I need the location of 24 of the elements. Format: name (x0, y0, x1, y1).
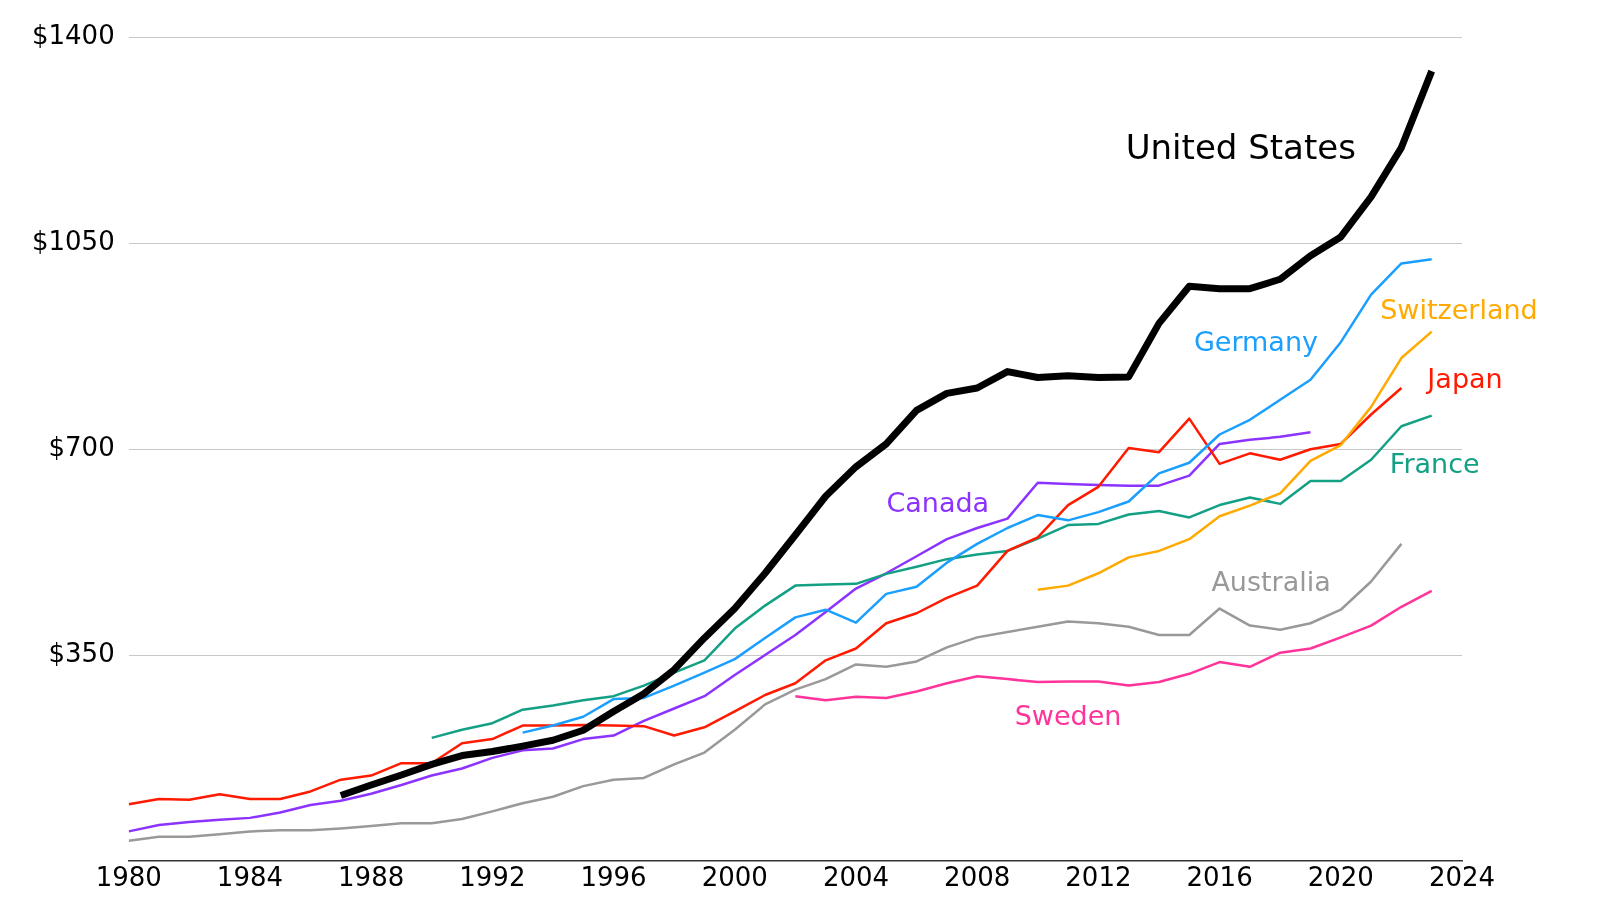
x-tick-label: 2024 (1428, 862, 1496, 893)
series-label: Germany (1193, 325, 1319, 357)
y-tick-label: $1050 (31, 226, 115, 257)
series-label: France (1389, 447, 1480, 479)
series-label: Australia (1211, 566, 1331, 598)
series-label: Switzerland (1380, 293, 1538, 325)
x-tick-label: 1996 (580, 862, 647, 893)
x-tick-label: 2016 (1186, 862, 1253, 893)
series-label: Sweden (1014, 699, 1122, 731)
x-tick-label: 1992 (459, 862, 526, 893)
x-tick-label: 2012 (1065, 862, 1132, 893)
x-tick-label: 1988 (338, 862, 405, 893)
x-tick-label: 1984 (216, 862, 283, 893)
y-tick-label: $700 (48, 431, 115, 462)
x-tick-label: 1980 (95, 862, 162, 893)
x-tick-label: 2000 (701, 862, 768, 893)
x-tick-label: 2004 (822, 862, 890, 893)
series-label: Canada (886, 487, 990, 519)
x-tick-label: 2020 (1307, 862, 1374, 893)
y-tick-label: $350 (48, 637, 115, 668)
y-tick-label: $1400 (31, 20, 115, 51)
series-label: United States (1125, 126, 1356, 167)
series-label: Japan (1425, 363, 1503, 395)
x-tick-label: 2008 (944, 862, 1011, 893)
